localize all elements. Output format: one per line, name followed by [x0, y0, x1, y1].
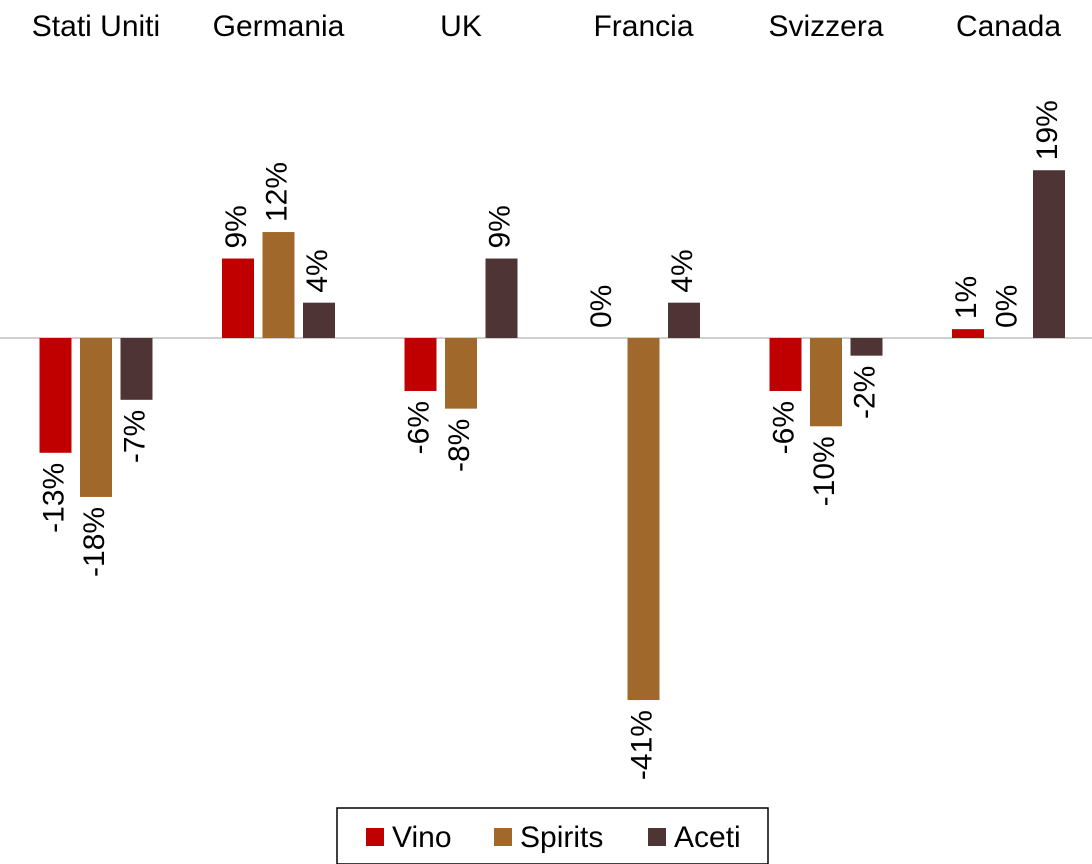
- data-label: 0%: [990, 285, 1023, 328]
- data-label: -6%: [402, 401, 435, 454]
- legend-box: [336, 807, 769, 864]
- data-label: 19%: [1031, 100, 1064, 160]
- data-label: -41%: [625, 710, 658, 780]
- data-label: 1%: [950, 276, 983, 319]
- bar: [222, 258, 254, 338]
- data-label: -7%: [118, 410, 151, 463]
- bar: [39, 338, 72, 453]
- data-label: -18%: [78, 507, 111, 577]
- bar: [404, 338, 437, 391]
- bar: [668, 302, 700, 338]
- data-label: -13%: [37, 463, 70, 533]
- bar: [810, 338, 842, 427]
- bar: [952, 329, 984, 338]
- legend-swatch: [648, 828, 666, 846]
- bar: [769, 338, 802, 391]
- category-label: Germania: [213, 10, 345, 43]
- data-label: -6%: [767, 401, 800, 454]
- legend-label: Aceti: [674, 821, 741, 854]
- bar: [850, 338, 883, 356]
- bar: [303, 302, 335, 338]
- category-label: Svizzera: [768, 10, 883, 43]
- category-label: Francia: [593, 10, 693, 43]
- data-label: -8%: [443, 419, 476, 472]
- legend-label: Vino: [392, 821, 452, 854]
- category-label: Stati Uniti: [32, 10, 160, 43]
- data-label: -2%: [848, 366, 881, 419]
- bar: [485, 258, 518, 338]
- data-label: 4%: [666, 249, 699, 292]
- category-label: UK: [440, 10, 482, 43]
- bar: [80, 338, 112, 497]
- bar: [262, 232, 295, 338]
- bar: [120, 338, 153, 400]
- data-label: -10%: [808, 436, 841, 506]
- data-label: 9%: [220, 205, 253, 248]
- category-label: Canada: [956, 10, 1061, 43]
- data-label: 0%: [585, 285, 618, 328]
- data-label: 12%: [260, 162, 293, 222]
- legend-swatch: [366, 828, 384, 846]
- bar: [1033, 170, 1065, 338]
- data-label: 9%: [483, 205, 516, 248]
- data-label: 4%: [301, 249, 334, 292]
- legend-label: Spirits: [520, 821, 603, 854]
- bar: [445, 338, 477, 409]
- bar: [627, 338, 660, 701]
- legend-swatch: [494, 828, 512, 846]
